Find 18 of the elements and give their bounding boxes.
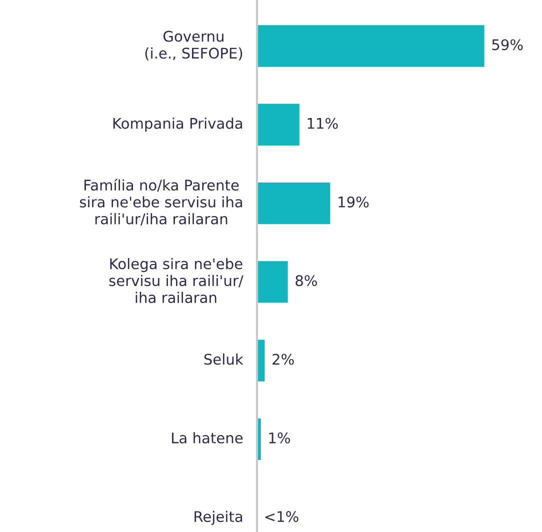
- bar: [257, 25, 484, 67]
- data-label: 8%: [296, 275, 317, 286]
- data-label: 19%: [338, 196, 369, 208]
- bar: [257, 104, 300, 146]
- y-tick-label: Rejeita: [194, 510, 242, 525]
- y-tick-label: Família no/ka Parente sira ne'ebe servisu iha raili'ur/iha railaran: [80, 178, 242, 226]
- data-label: 11%: [308, 118, 338, 129]
- y-tick-label: La hatene: [172, 432, 243, 444]
- y-tick-label: Kompania Privada: [113, 118, 242, 132]
- y-tick-label: Governu (i.e., SEFOPE): [145, 30, 242, 60]
- data-label: <1%: [265, 511, 298, 522]
- data-label: 59%: [492, 39, 523, 50]
- bar: [257, 261, 288, 303]
- y-tick-label: Seluk: [204, 354, 244, 365]
- data-label: 1%: [269, 432, 290, 444]
- bar: [257, 182, 330, 224]
- data-label: 2%: [272, 354, 294, 365]
- y-tick-label: Kolega sira ne'ebe servisu iha raili'ur/ iha railaran: [109, 258, 244, 304]
